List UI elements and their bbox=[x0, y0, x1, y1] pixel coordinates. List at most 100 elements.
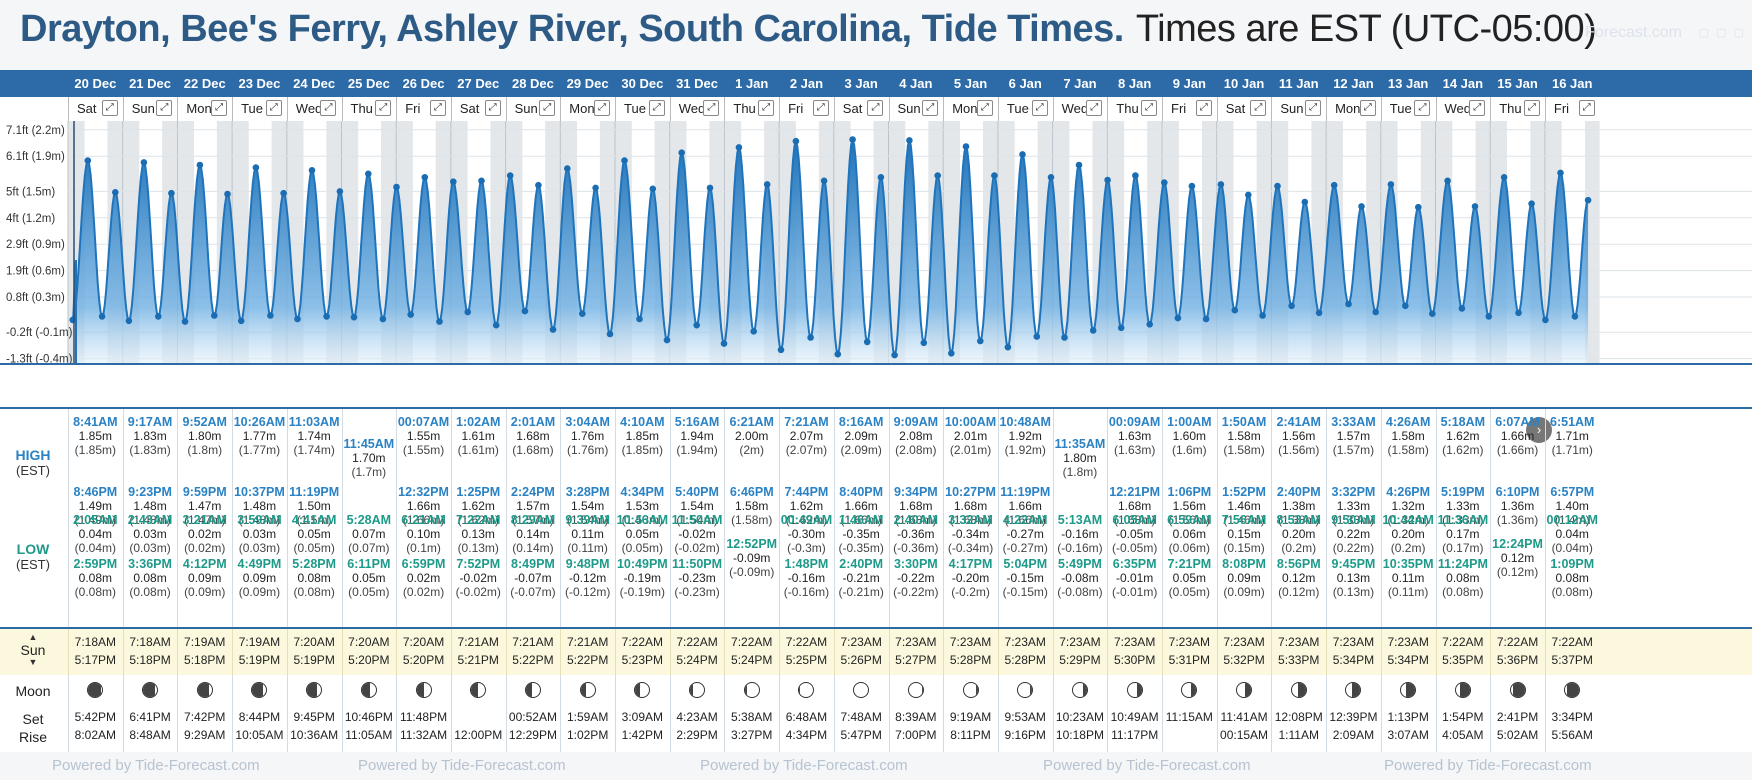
low-tide-1-height: 0.17m bbox=[1446, 527, 1480, 541]
high-tide-2: 8:40PM 1.66m (1.66m) bbox=[834, 485, 889, 527]
weekday-label: Wed bbox=[1444, 101, 1472, 116]
expand-day-button[interactable]: ⤢ bbox=[976, 100, 993, 116]
weekday-label: Sat bbox=[1225, 101, 1246, 116]
expand-day-button[interactable]: ⤢ bbox=[156, 100, 173, 116]
share-icons[interactable]: ▢ ▢ ▢ bbox=[1698, 27, 1746, 39]
low-tide-2-height-alt: (0.09m) bbox=[1223, 585, 1265, 599]
sun-cell: 7:23AM 5:28PM bbox=[943, 633, 998, 669]
high-tide-2-time: 9:59PM bbox=[182, 485, 227, 499]
low-tide-2-height-alt: (-0.12m) bbox=[564, 585, 611, 599]
low-tide-2-time: 12:52PM bbox=[726, 537, 778, 551]
column-separator bbox=[943, 409, 945, 629]
weekday-cell: Thu ⤢ bbox=[341, 97, 397, 121]
expand-day-button[interactable]: ⤢ bbox=[1469, 100, 1486, 116]
high-tide-1-height: 1.57m bbox=[1336, 429, 1371, 443]
moon-set-time: 11:15AM bbox=[1165, 710, 1213, 724]
weekday-label: Sun bbox=[1280, 101, 1304, 116]
high-tide-1-height: 1.58m bbox=[1227, 429, 1261, 443]
moon-set-time: 6:41PM bbox=[129, 710, 171, 724]
high-tide-2-height: 1.36m bbox=[1500, 499, 1535, 513]
high-tide-1-height: 1.80m bbox=[1063, 451, 1097, 465]
expand-day-button[interactable]: ⤢ bbox=[1140, 100, 1157, 116]
low-tide-1: 7:56AM 0.15m (0.15m) bbox=[1217, 513, 1272, 555]
expand-day-button[interactable]: ⤢ bbox=[1195, 100, 1212, 116]
low-tide-1-time: 2:43AM bbox=[127, 513, 173, 527]
sunset-time: 5:24PM bbox=[731, 653, 773, 667]
high-tide-1-time: 11:03AM bbox=[288, 415, 340, 429]
scroll-right-button[interactable]: › bbox=[1526, 417, 1552, 443]
expand-day-button[interactable]: ⤢ bbox=[1523, 100, 1540, 116]
date-cell: 27 Dec bbox=[457, 76, 500, 91]
column-separator bbox=[1380, 629, 1382, 677]
expand-day-button[interactable]: ⤢ bbox=[429, 100, 446, 116]
expand-day-button[interactable]: ⤢ bbox=[539, 100, 556, 116]
column-separator bbox=[560, 629, 562, 677]
tide-extreme-point bbox=[125, 317, 133, 325]
date-cell: 1 Jan bbox=[735, 76, 769, 91]
moon-shadow bbox=[1513, 683, 1525, 697]
tide-extreme-point bbox=[592, 184, 599, 192]
moon-rise-label: Rise bbox=[18, 729, 47, 745]
expand-day-button[interactable]: ⤢ bbox=[1359, 100, 1376, 116]
expand-day-button[interactable]: ⤢ bbox=[922, 100, 939, 116]
expand-day-button[interactable]: ⤢ bbox=[593, 100, 610, 116]
date-cell: 3 Jan bbox=[844, 76, 878, 91]
low-tide-1-height-alt: (0.2m) bbox=[1281, 541, 1317, 555]
high-tide-2-height-alt: (1.33m) bbox=[1442, 513, 1484, 527]
column-separator bbox=[560, 409, 562, 629]
low-tide-1-height: 0.06m bbox=[1172, 527, 1207, 541]
high-tide-2-time: 3:28PM bbox=[565, 485, 610, 499]
tide-extreme-point bbox=[1202, 315, 1210, 323]
moon-rise-time: 4:34PM bbox=[785, 728, 828, 742]
high-tide-2: 2:40PM 1.38m (1.38m) bbox=[1271, 485, 1326, 527]
high-tide-2-time: 2:24PM bbox=[511, 485, 555, 499]
expand-day-button[interactable]: ⤢ bbox=[320, 100, 337, 116]
expand-day-button[interactable]: ⤢ bbox=[1414, 100, 1431, 116]
high-tide-2-height: 1.62m bbox=[461, 499, 495, 513]
high-tide-2-height: 1.68m bbox=[899, 499, 933, 513]
expand-day-button[interactable]: ⤢ bbox=[648, 100, 665, 116]
expand-day-button[interactable]: ⤢ bbox=[375, 100, 392, 116]
expand-day-button[interactable]: ⤢ bbox=[1305, 100, 1322, 116]
low-tide-2-height: 0.08m bbox=[1555, 571, 1589, 585]
sun-label-text: Sun bbox=[20, 642, 46, 658]
high-tide-1-time: 3:04AM bbox=[565, 415, 610, 429]
high-tide-1-height-alt: (1.58m) bbox=[1387, 443, 1429, 457]
column-separator bbox=[177, 409, 179, 629]
moon-cell: 10:49AM 11:17PM bbox=[1107, 675, 1162, 752]
low-tide-1: 4:22AM -0.27m (-0.27m) bbox=[998, 513, 1053, 555]
low-tide-1-height-alt: (-0.27m) bbox=[1002, 541, 1048, 555]
expand-day-button[interactable]: ⤢ bbox=[484, 100, 501, 116]
expand-day-button[interactable]: ⤢ bbox=[1031, 100, 1048, 116]
weekday-label: Thu bbox=[733, 101, 756, 116]
expand-day-button[interactable]: ⤢ bbox=[1086, 100, 1103, 116]
high-tide-1-time: 9:52AM bbox=[182, 415, 227, 429]
expand-day-button[interactable]: ⤢ bbox=[211, 100, 228, 116]
tide-extreme-point bbox=[1415, 203, 1422, 211]
high-tide-1: 5:16AM 1.94m (1.94m) bbox=[670, 415, 725, 457]
weekday-label: Fri bbox=[1553, 101, 1570, 116]
moon-cell: 3:09AM 1:42PM bbox=[615, 675, 670, 752]
high-tide-2: 10:37PM 1.48m (1.48m) bbox=[232, 485, 287, 527]
expand-day-button[interactable]: ⤢ bbox=[758, 100, 775, 116]
tide-extreme-point bbox=[211, 312, 218, 319]
weekday-cell: Tue ⤢ bbox=[615, 97, 670, 121]
high-tide-1-height-alt: (1.74m) bbox=[293, 443, 335, 457]
low-tide-1-height: 0.05m bbox=[297, 527, 331, 541]
column-separator bbox=[943, 675, 945, 752]
tide-extreme-point bbox=[1301, 198, 1309, 206]
expand-day-button[interactable]: ⤢ bbox=[265, 100, 282, 116]
expand-day-button[interactable]: ⤢ bbox=[867, 100, 884, 116]
tide-extreme-point bbox=[450, 178, 457, 185]
expand-day-button[interactable]: ⤢ bbox=[101, 100, 118, 116]
column-separator bbox=[1271, 409, 1273, 629]
tide-extreme-point bbox=[1217, 181, 1225, 188]
high-tide-2-height-alt: (1.68m) bbox=[895, 513, 937, 527]
expand-day-button[interactable]: ⤢ bbox=[1250, 100, 1267, 116]
expand-day-button[interactable]: ⤢ bbox=[703, 100, 720, 116]
expand-day-button[interactable]: ⤢ bbox=[812, 100, 829, 116]
low-tide-2-height-alt: (-0.19m) bbox=[619, 585, 666, 599]
weekday-label: Mon bbox=[1335, 101, 1361, 116]
expand-day-button[interactable]: ⤢ bbox=[1578, 100, 1595, 116]
column-separator bbox=[450, 675, 452, 752]
